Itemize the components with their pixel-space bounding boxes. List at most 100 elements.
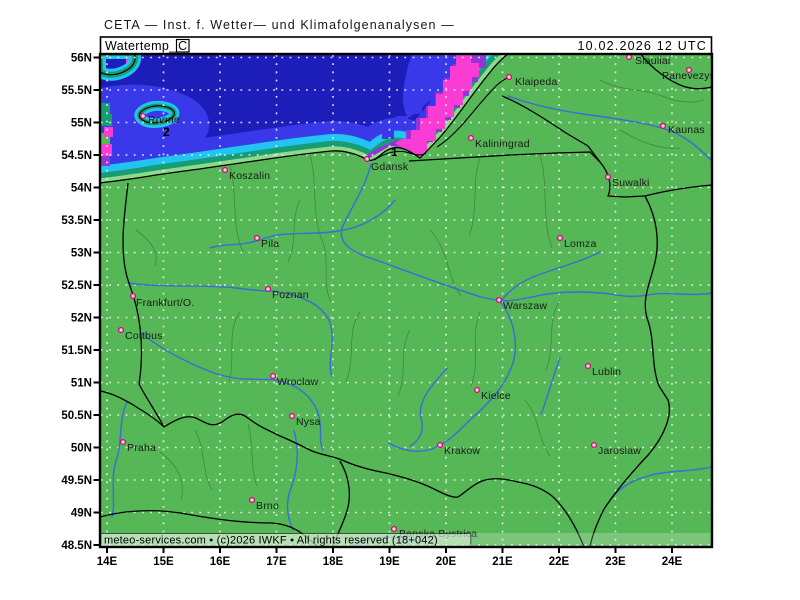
city-label-ronne: Ronne: [148, 114, 180, 126]
map-frame: [98, 52, 714, 549]
city-label-kielce: Kielce: [481, 390, 511, 402]
isotherm-label-2: 2: [163, 125, 170, 139]
sea-bright-patch-east: [403, 54, 462, 118]
city-marker-kielce: [473, 386, 481, 394]
lon-label: 17E: [266, 556, 287, 568]
city-label-frankfurt-o: Frankfurt/O.: [136, 297, 194, 309]
curonian-spit: [436, 76, 510, 148]
river-bug: [500, 291, 712, 302]
city-marker-frankfurt-o: [129, 292, 137, 300]
city-marker-banska-bystrica: [390, 525, 398, 533]
lat-label: 51N: [71, 378, 92, 390]
lat-label: 51.5N: [61, 345, 92, 357]
river-oder: [140, 332, 324, 451]
city-marker-krakow: [436, 441, 444, 449]
lat-label: 52N: [71, 313, 92, 325]
copyright-bar: meteo-services.com • (c)2026 IWKF • All …: [100, 533, 711, 547]
unit-label: C: [178, 39, 187, 53]
city-marker-brno: [248, 496, 256, 504]
river-neman: [507, 95, 712, 162]
city-marker-cottbus: [117, 326, 125, 334]
unit-box: [175, 38, 190, 53]
river-narew: [501, 251, 601, 301]
city-label-kaunas: Kaunas: [668, 124, 705, 136]
province-borders: [135, 79, 705, 501]
datetime-label: 10.02.2026 12 UTC: [577, 39, 707, 53]
river-san: [609, 466, 712, 501]
isotherm-band-magenta: [395, 54, 479, 157]
border-cz-north: [100, 390, 165, 428]
city-label-nysa: Nysa: [296, 416, 321, 428]
title-bar: Watertemp_ C 10.02.2026 12 UTC: [99, 36, 713, 55]
lat-label: 53N: [71, 248, 92, 260]
city-marker-lomza: [556, 234, 564, 242]
contour-labels: 21: [163, 125, 398, 159]
lagoon-spits: [373, 76, 510, 161]
border-pl-lt: [599, 161, 646, 198]
city-label-panevezys: Panevezys: [662, 70, 715, 82]
city-label-cottbus: Cottbus: [125, 330, 163, 342]
city-label-lomza: Lomza: [564, 238, 597, 250]
city-marker-wroclaw: [269, 372, 277, 380]
city-marker-poznan: [264, 285, 272, 293]
river-vltava: [111, 401, 128, 518]
lat-label: 54N: [71, 183, 92, 195]
parameter-label: Watertemp_: [105, 39, 177, 53]
border-lv-lt: [639, 54, 712, 90]
lat-label: 56N: [71, 53, 92, 65]
lon-label: 23E: [605, 556, 626, 568]
city-label-gdansk: Gdansk: [371, 161, 409, 173]
city-marker-kaunas: [659, 122, 667, 130]
city-marker-panevezys: [685, 66, 693, 74]
city-label-jaroslaw: Jaroslaw: [598, 445, 641, 457]
vistula-spit: [373, 150, 427, 161]
city-marker-klaipeda: [505, 73, 513, 81]
lat-label: 50N: [71, 443, 92, 455]
border-pl-cz-sk: [163, 413, 585, 547]
city-label-pila: Pila: [261, 238, 279, 250]
lat-label: 52.5N: [61, 280, 92, 292]
lon-label: 19E: [379, 556, 400, 568]
lat-label: 55.5N: [61, 85, 92, 97]
lon-label: 15E: [153, 556, 174, 568]
border-pl-east: [589, 195, 670, 547]
header-title: CETA — Inst. f. Wetter— und Klimafolgena…: [104, 18, 455, 32]
river-wieprz: [540, 357, 561, 415]
lat-label: 55N: [71, 118, 92, 130]
city-marker-warszaw: [495, 296, 503, 304]
lon-label: 16E: [210, 556, 231, 568]
city-marker-siauliai: [625, 54, 633, 61]
copyright-text: meteo-services.com • (c)2026 IWKF • All …: [104, 535, 438, 547]
city-marker-suwalki: [604, 173, 612, 181]
land-shape: [100, 54, 712, 547]
country-borders: [100, 54, 712, 547]
city-label-kaliningrad: Kaliningrad: [475, 138, 530, 150]
lat-label: 49N: [71, 508, 92, 520]
lon-label: 18E: [323, 556, 344, 568]
lat-label: 54.5N: [61, 150, 92, 162]
city-label-koszalin: Koszalin: [229, 170, 270, 182]
lat-label: 53.5N: [61, 215, 92, 227]
city-label-siauliai: Siauliai: [635, 55, 670, 67]
lon-label: 24E: [662, 556, 683, 568]
lat-label: 50.5N: [61, 410, 92, 422]
border-ru-lt: [501, 95, 601, 163]
city-marker-ronne: [139, 112, 147, 120]
city-marker-praha: [119, 438, 127, 446]
city-label-praha: Praha: [127, 442, 156, 454]
lon-label: 14E: [97, 556, 118, 568]
city-marker-lublin: [584, 362, 592, 370]
lat-label: 48.5N: [61, 540, 92, 552]
lon-label: 21E: [492, 556, 513, 568]
city-marker-nysa: [288, 412, 296, 420]
river-nida: [409, 367, 448, 447]
city-label-brno: Brno: [256, 500, 279, 512]
lon-label: 22E: [549, 556, 570, 568]
map-canvas: Ronne Koszalin Gdansk Klaipeda Kaliningrad Si…: [100, 54, 715, 547]
city-marker-koszalin: [221, 166, 229, 174]
border-de-pl: [122, 182, 165, 428]
grid-layer: [101, 55, 711, 546]
city-label-klaipeda: Klaipeda: [515, 76, 557, 88]
